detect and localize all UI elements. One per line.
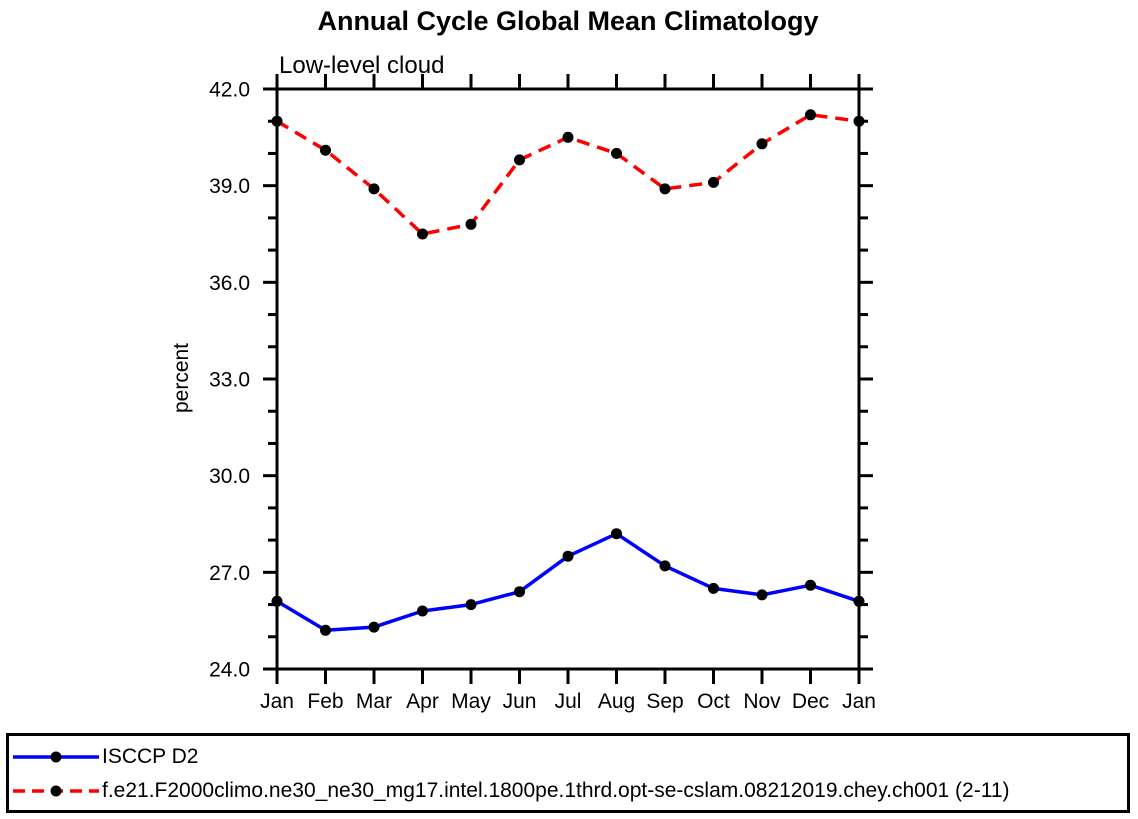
- legend-entry-model-run: f.e21.F2000climo.ne30_ne30_mg17.intel.18…: [12, 779, 1010, 803]
- data-point-marker: [417, 228, 428, 240]
- legend-entry-isccp-d2: ISCCP D2: [12, 745, 198, 769]
- x-axis-ticks: Jan Feb Mar Apr May Jun Jul Aug Sep Oct Nov Dec Jan: [260, 74, 876, 713]
- data-point-marker: [465, 218, 477, 230]
- data-point-marker: [611, 147, 622, 159]
- y-tick-label: 39.0: [209, 175, 250, 198]
- data-point-marker: [271, 115, 283, 127]
- data-point-marker: [708, 582, 719, 594]
- x-tick-label: Feb: [307, 690, 343, 713]
- chart-canvas: Jan Feb Mar Apr May Jun Jul Aug Sep Oct Nov Dec Jan 2…: [209, 74, 876, 713]
- legend-label: f.e21.F2000climo.ne30_ne30_mg17.intel.18…: [102, 779, 1010, 802]
- legend-marker-dot: [50, 751, 62, 763]
- legend-sample-solid-line: [13, 751, 99, 763]
- chart-subtitle: Low-level cloud: [279, 52, 445, 79]
- data-point-marker: [368, 183, 380, 195]
- data-point-marker: [756, 589, 768, 601]
- data-point-marker: [659, 183, 671, 195]
- data-point-marker: [465, 599, 477, 611]
- x-tick-label: Mar: [356, 690, 392, 713]
- x-tick-label: Jul: [555, 690, 582, 713]
- data-point-marker: [271, 595, 283, 607]
- series-model-run: [271, 109, 865, 240]
- data-point-marker: [708, 176, 719, 188]
- data-point-marker: [756, 138, 768, 150]
- legend-marker-dot: [50, 785, 62, 797]
- x-tick-label: Jan: [842, 690, 876, 713]
- y-tick-label: 30.0: [209, 465, 250, 488]
- data-point-marker: [659, 560, 671, 572]
- y-tick-label: 33.0: [209, 369, 250, 392]
- y-tick-label: 27.0: [209, 562, 250, 585]
- data-point-marker: [514, 154, 525, 166]
- y-tick-label: 42.0: [209, 79, 250, 102]
- y-tick-label: 24.0: [209, 659, 250, 682]
- legend-sample-dashed-line: [13, 785, 99, 797]
- data-point-marker: [368, 621, 380, 633]
- data-point-marker: [805, 109, 816, 121]
- data-point-marker: [853, 115, 865, 127]
- plot-frame: [275, 87, 861, 671]
- series-isccp-d2: [271, 528, 865, 636]
- data-point-marker: [853, 595, 865, 607]
- x-tick-label: Nov: [743, 690, 781, 713]
- data-point-marker: [611, 528, 622, 540]
- legend-box: ISCCP D2 f.e21.F2000climo.ne30_ne30_mg17…: [6, 733, 1130, 813]
- data-point-marker: [417, 605, 428, 617]
- x-tick-label: Oct: [697, 690, 730, 713]
- data-point-marker: [514, 586, 525, 598]
- x-tick-label: Jan: [260, 690, 294, 713]
- legend-label: ISCCP D2: [102, 745, 199, 768]
- data-point-marker: [805, 579, 816, 591]
- x-tick-label: May: [451, 690, 491, 713]
- data-point-marker: [320, 144, 331, 156]
- x-tick-label: Sep: [646, 690, 683, 713]
- x-tick-label: Jun: [503, 690, 537, 713]
- data-point-marker: [320, 624, 331, 636]
- y-tick-label: 36.0: [209, 272, 250, 295]
- y-axis-ticks: 24.0 27.0 30.0 33.0 36.0 39.0 42.0: [209, 79, 873, 682]
- x-tick-label: Dec: [792, 690, 829, 713]
- data-point-marker: [562, 131, 574, 143]
- x-tick-label: Aug: [598, 690, 635, 713]
- chart-title: Annual Cycle Global Mean Climatology: [317, 6, 819, 36]
- x-tick-label: Apr: [406, 690, 439, 713]
- data-point-marker: [562, 550, 574, 562]
